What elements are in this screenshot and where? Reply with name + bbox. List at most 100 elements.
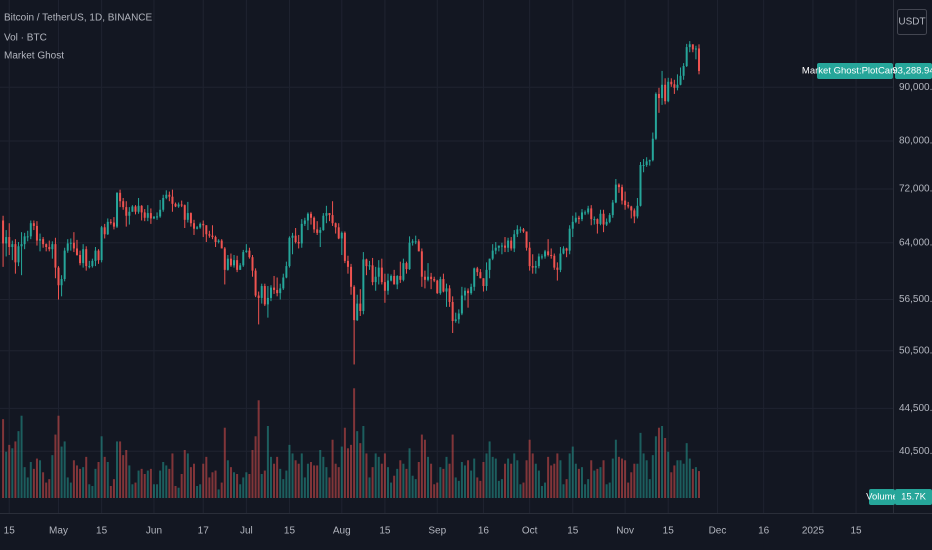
candle-body [119, 192, 122, 202]
candle-body [430, 276, 433, 280]
candle-body [57, 267, 60, 286]
x-tick-label: Jul [240, 526, 253, 537]
volume-bar [337, 467, 340, 498]
volume-bar [106, 462, 109, 498]
candle-body [156, 216, 159, 218]
volume-bar [122, 455, 125, 498]
volume-bar [599, 467, 602, 498]
volume-bar [577, 468, 580, 498]
candle-body [427, 276, 430, 280]
candle-body [608, 215, 611, 222]
candle-body [106, 221, 109, 235]
volume-bar [390, 482, 393, 498]
volume-bar [673, 465, 676, 498]
candle-body [488, 258, 491, 270]
x-tick-label: 15 [96, 526, 108, 537]
candle-body [636, 205, 639, 217]
volume-bar [639, 432, 642, 498]
candle-body [282, 277, 285, 289]
volume-bar [648, 479, 651, 498]
candle-body [85, 249, 88, 267]
volume-bar [260, 474, 263, 498]
volume-bar [356, 431, 359, 498]
candle-body [470, 286, 473, 294]
candle-body [479, 272, 482, 279]
x-tick-label: Nov [616, 526, 634, 537]
currency-button[interactable] [897, 9, 927, 35]
volume-bar [621, 458, 624, 498]
candle-body [279, 288, 282, 294]
candle-body [162, 197, 165, 210]
candle-body [439, 279, 442, 294]
volume-bar [460, 462, 463, 498]
candle-body [454, 319, 457, 322]
volume-bar [291, 453, 294, 498]
volume-bar [254, 436, 257, 498]
volume-bar [630, 472, 633, 498]
volume-bar [587, 479, 590, 498]
candle-body [448, 288, 451, 302]
volume-bar [540, 486, 543, 498]
volume-bar [559, 460, 562, 498]
volume-bar [580, 467, 583, 498]
volume-bar [346, 448, 349, 498]
candle-body [368, 265, 371, 267]
candle-body [236, 260, 239, 270]
volume-bar [217, 489, 220, 498]
volume-bar [414, 479, 417, 498]
candle-body [396, 275, 399, 285]
candle-body [648, 160, 651, 162]
volume-bar [69, 482, 72, 498]
volume-bar [45, 482, 48, 498]
volume-bar [411, 475, 414, 498]
candle-body [269, 287, 272, 298]
candle-body [390, 275, 393, 281]
volume-bar [608, 482, 611, 498]
candle-body [436, 280, 439, 294]
y-tick-label: 64,000.00 [899, 237, 932, 248]
candle-body [522, 229, 525, 232]
volume-bar [189, 467, 192, 498]
candle-body [8, 237, 11, 248]
x-tick-label: Sep [428, 526, 446, 537]
volume-bar [174, 486, 177, 498]
volume-bar [116, 441, 119, 498]
candle-body [165, 194, 168, 198]
y-tick-label: 56,500.00 [899, 294, 932, 305]
candle-body [189, 213, 192, 224]
currency-label[interactable]: USDT [898, 17, 925, 28]
volume-bar [664, 438, 667, 498]
candle-body [445, 288, 448, 292]
candle-body [146, 213, 149, 218]
candle-body [423, 276, 426, 280]
y-tick-label: 72,000.00 [899, 184, 932, 195]
candle-body [11, 244, 14, 248]
volume-bar [393, 475, 396, 498]
volume-bar [100, 436, 103, 498]
volume-bar [439, 467, 442, 498]
volume-bar [574, 463, 577, 498]
candle-body [177, 204, 180, 207]
candle-body [152, 216, 155, 219]
candle-body [337, 227, 340, 239]
volume-bar [233, 472, 236, 498]
volume-bar [199, 484, 202, 498]
candle-body [294, 235, 297, 243]
volume-bar [383, 453, 386, 498]
candle-body [208, 234, 211, 236]
candle-body [196, 227, 199, 229]
volume-tag-label: Volume [866, 492, 898, 503]
y-tick-label: 90,000.00 [899, 82, 932, 93]
volume-bar [430, 463, 433, 498]
candle-body [657, 93, 660, 99]
volume-bar [236, 474, 239, 498]
volume-bar [605, 484, 608, 498]
volume-bar [322, 456, 325, 498]
volume-bar [165, 465, 168, 498]
candle-body [654, 93, 657, 139]
x-tick-label: Oct [522, 526, 538, 537]
volume-value-label: 15.7K [901, 492, 926, 503]
candle-body [531, 266, 534, 268]
volume-bar [497, 480, 500, 498]
volume-bar [54, 434, 57, 498]
